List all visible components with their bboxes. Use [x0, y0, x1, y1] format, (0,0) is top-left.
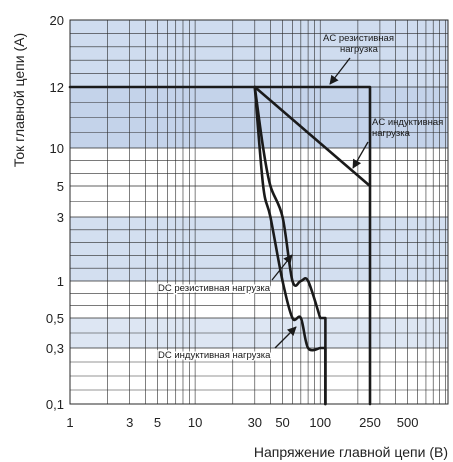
band-0	[70, 20, 448, 87]
grid-group	[69, 19, 448, 405]
bands-group	[70, 20, 448, 348]
band-2	[70, 217, 448, 281]
annotation-label: нагрузка	[340, 44, 379, 55]
annotation-label: нагрузка	[372, 128, 411, 139]
annotation-label: AC индуктивная	[372, 117, 443, 128]
y-axis-title: Ток главной цепи (А)	[11, 33, 27, 167]
y-tick-label: 1	[57, 274, 64, 289]
y-tick-label: 0,3	[46, 341, 64, 356]
x-tick-label: 5	[154, 415, 161, 430]
x-tick-label: 1	[66, 415, 73, 430]
y-tick-label: 12	[50, 80, 64, 95]
plot-frame	[69, 19, 449, 405]
x-tick-label: 30	[248, 415, 262, 430]
arrow-ac-resistive	[329, 57, 351, 85]
annotation-label: DC резистивная нагрузка	[158, 283, 271, 294]
arrows-group	[271, 57, 369, 349]
x-tick-label: 50	[275, 415, 289, 430]
x-axis-title: Напряжение главной цепи (В)	[254, 444, 448, 460]
series-line-1	[253, 85, 372, 188]
arrow-dc-resistive	[271, 254, 293, 281]
series-line-3	[253, 85, 327, 406]
x-tick-label: 100	[309, 415, 331, 430]
y-tick-label: 10	[50, 141, 64, 156]
x-tick-label: 10	[188, 415, 202, 430]
y-tick-label: 3	[57, 210, 64, 225]
x-tick-label: 3	[126, 415, 133, 430]
x-tick-label: 250	[359, 415, 381, 430]
y-tick-label: 20	[50, 13, 64, 28]
y-ticks-group: 0,1 0,3 0,5 1 3 5 10 12 20	[46, 13, 64, 412]
y-tick-label: 5	[57, 179, 64, 194]
annotation-label: AC резистивная	[323, 33, 394, 44]
annotation-label: DC индуктивная нагрузка	[158, 350, 271, 361]
x-tick-label: 500	[397, 415, 419, 430]
y-tick-label: 0,5	[46, 311, 64, 326]
y-tick-label: 0,1	[46, 397, 64, 412]
series-line-0	[68, 85, 372, 406]
arrow-ac-inductive	[352, 141, 369, 169]
x-ticks-group: 1 3 5 10 30 50 100 250 500	[66, 415, 418, 430]
arrow-dc-inductive	[274, 326, 297, 349]
